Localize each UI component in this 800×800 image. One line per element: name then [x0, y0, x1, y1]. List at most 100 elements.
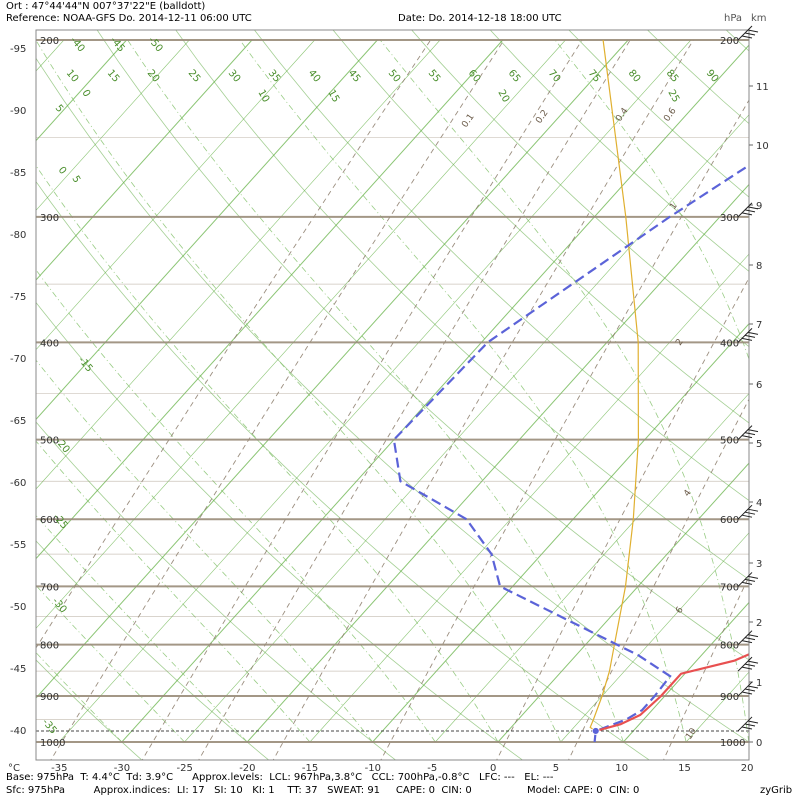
- isotherm-line: [36, 39, 190, 211]
- km-axis-tick: 11: [756, 82, 769, 93]
- isotherm-line: [36, 39, 441, 490]
- wind-barb-flag: [741, 691, 753, 695]
- x-axis-tick: -10: [365, 763, 381, 774]
- footer-indices-text: Sfc: 975hPa Approx.indices: LI: 17 SI: 1…: [6, 785, 472, 796]
- reference-label: Reference: NOAA-GFS Do. 2014-12-11 06:00…: [6, 13, 252, 24]
- dry-adiabat-line: [36, 540, 270, 760]
- moist-adiabat-line: [379, 39, 749, 743]
- pressure-label-right: 1000: [720, 738, 745, 749]
- dewpoint-line: [392, 164, 749, 743]
- forecast-date-label: Date: Do. 2014-12-18 18:00 UTC: [398, 13, 562, 24]
- isotherm-line: [36, 39, 504, 560]
- dry-adiabat-label: 35: [266, 68, 283, 85]
- mixing-ratio-line: [272, 39, 694, 760]
- dry-adiabat-label: -50: [146, 35, 165, 55]
- height-unit-label: km: [751, 13, 767, 24]
- mixing-ratio-label: 1: [668, 201, 679, 211]
- dry-adiabat-label: -45: [108, 35, 127, 55]
- dry-adiabat-line: [332, 30, 749, 424]
- left-axis-tick: -50: [10, 602, 26, 613]
- dry-adiabat-label: 60: [466, 68, 483, 85]
- wind-barb-flag: [747, 429, 759, 433]
- wind-barb-flag: [744, 688, 756, 692]
- x-axis-label: °C: [8, 763, 20, 774]
- mixing-ratio-label: 6: [674, 605, 686, 616]
- plot-area: [36, 30, 749, 760]
- dry-adiabat-label: 30: [226, 68, 243, 85]
- mixing-ratio-label: 0.1: [460, 112, 476, 129]
- dry-adiabat-label: 50: [386, 68, 403, 85]
- wind-barb-flag: [744, 511, 756, 515]
- pressure-label-right: 900: [720, 692, 739, 703]
- pressure-label-right: 500: [720, 436, 739, 447]
- wind-barb-flag: [741, 337, 753, 341]
- isotherm-line: [36, 39, 253, 281]
- dry-adiabat-line: [411, 30, 749, 348]
- moist-adiabat-label: 20: [495, 88, 511, 105]
- x-axis-tick: 20: [741, 763, 754, 774]
- km-axis-tick: 4: [756, 498, 762, 509]
- dry-adiabat-line: [36, 180, 651, 760]
- isotherm-line: [36, 39, 378, 421]
- x-axis-tick: 10: [615, 763, 628, 774]
- moist-adiabat-line: [554, 39, 749, 361]
- dry-adiabat-line: [36, 57, 749, 743]
- moist-adiabat-line: [36, 269, 436, 743]
- km-axis-tick: 3: [756, 559, 762, 570]
- isotherm-line: [36, 39, 566, 629]
- left-axis-tick: -95: [10, 44, 26, 55]
- isotherm-line: [497, 462, 749, 743]
- wind-barb-flag: [747, 634, 759, 638]
- left-axis-tick: -70: [10, 354, 26, 365]
- isotherm-line: [309, 253, 749, 743]
- wind-barb-flag: [744, 637, 756, 641]
- km-axis-tick: 2: [756, 618, 762, 629]
- x-axis-tick: -5: [427, 763, 437, 774]
- moist-adiabat-line: [36, 164, 499, 743]
- wind-barb-flag: [747, 720, 759, 724]
- isotherm-line: [36, 39, 629, 699]
- dry-adiabat-line: [36, 421, 397, 760]
- isotherm-line: [36, 39, 65, 72]
- dry-adiabat-line: [646, 30, 749, 125]
- wind-barb-flag: [744, 432, 756, 436]
- brand-label: zyGrib: [760, 785, 793, 796]
- left-axis-tick: -65: [10, 416, 26, 427]
- mixing-ratio-line: [496, 277, 749, 760]
- pressure-label-right: 200: [720, 36, 739, 47]
- dry-adiabat-label: -40: [68, 35, 87, 55]
- dry-adiabat-label: 65: [506, 68, 523, 85]
- pressure-label-left: 900: [40, 692, 59, 703]
- moist-adiabat-line: [36, 514, 248, 743]
- wind-barb-flag: [744, 578, 756, 582]
- parcel-line: [589, 39, 640, 732]
- dry-adiabat-label: 85: [664, 68, 681, 85]
- wind-barb-flag: [741, 726, 753, 730]
- wind-barb-flag: [744, 32, 756, 36]
- wind-barb-flag: [741, 640, 753, 644]
- wind-barb-flag: [741, 581, 753, 585]
- wind-barb-flag: [741, 212, 753, 216]
- dry-adiabat-label: 10: [64, 68, 81, 85]
- dry-adiabat-line: [175, 30, 749, 581]
- km-axis-tick: 9: [756, 201, 762, 212]
- left-axis-tick: -75: [10, 292, 26, 303]
- mixing-ratio-line: [198, 39, 631, 760]
- isotherm-line: [246, 183, 749, 743]
- km-axis-tick: 10: [756, 141, 769, 152]
- left-axis-tick: -85: [10, 168, 26, 179]
- wind-barb-flag: [744, 334, 756, 338]
- dry-adiabat-label: -30: [50, 596, 69, 616]
- dry-adiabat-line: [36, 301, 524, 760]
- dry-adiabat-label: 45: [346, 68, 363, 85]
- km-axis-tick: 7: [756, 320, 762, 331]
- temperature-line: [595, 653, 749, 733]
- pressure-label-left: 300: [40, 213, 59, 224]
- footer-model-text: Model: CAPE: 0 CIN: 0: [527, 785, 640, 796]
- left-axis-tick: -80: [10, 230, 26, 241]
- mixing-ratio-label: 2: [674, 337, 685, 347]
- pressure-unit-label: hPa: [724, 13, 743, 24]
- wind-barb-flag: [744, 209, 756, 213]
- wind-barb-flag: [747, 331, 759, 335]
